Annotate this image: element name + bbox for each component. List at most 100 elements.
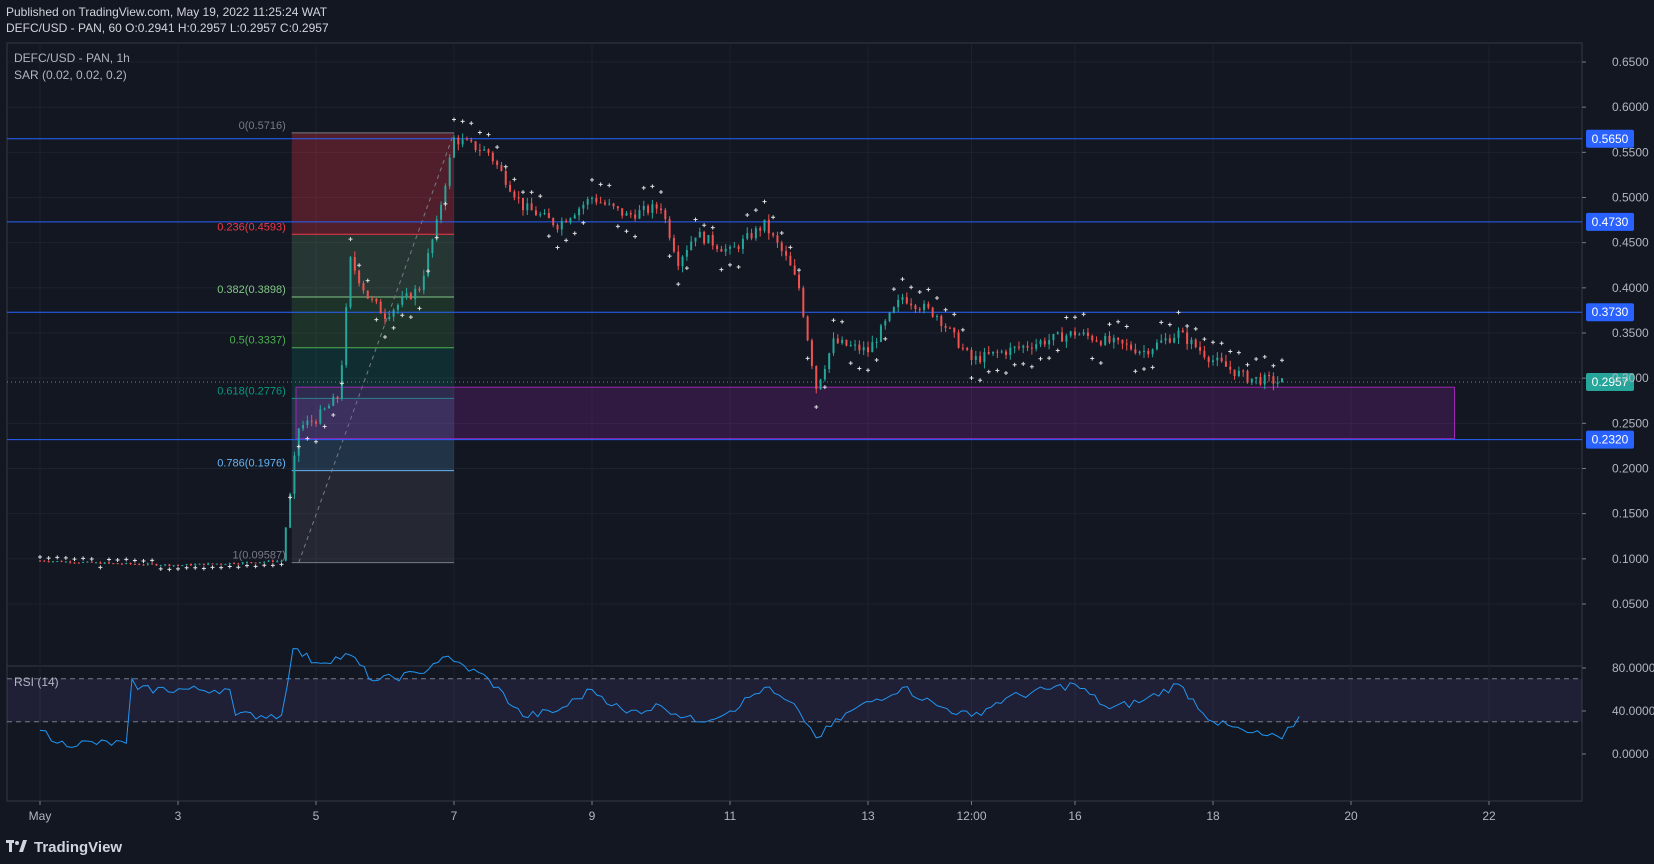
candle-body [966,347,969,350]
candle-body [565,220,568,223]
candle-body [961,347,964,349]
candle-body [914,305,917,310]
sar-dot [132,558,137,563]
candle-body [1043,340,1046,345]
price-tick-label: 0.6500 [1612,55,1649,69]
candle-body [509,184,512,192]
price-tick-label: 0.3500 [1612,326,1649,340]
rsi-band-fill [7,678,1582,722]
sar-dot [917,289,922,294]
candle-body [539,214,542,216]
candle-body [1155,342,1158,350]
candle-body [82,562,85,564]
sar-dot [288,495,293,500]
candle-body [552,218,555,226]
candle-body [405,293,408,298]
sar-dot [771,215,776,220]
candle-body [142,564,145,566]
candle-body [138,564,141,566]
sar-dot [314,439,318,444]
candle-body [1220,357,1223,362]
candle-body [496,161,499,166]
sar-dot [1038,356,1043,361]
candle-body [1095,340,1098,342]
candle-body [599,202,602,204]
candle-body [534,210,537,216]
candle-body [103,562,106,564]
candle-body [1134,349,1137,354]
sar-dot [512,177,517,182]
sar-dot [426,269,431,274]
candle-body [983,352,986,363]
candle-body [1216,357,1219,361]
candle-body [155,564,158,566]
candle-body [1246,370,1249,383]
candle-body [120,563,123,565]
fib-level-label: 0.618(0.2776) [217,385,286,397]
sar-dot [840,319,845,324]
time-tick-label: May [29,809,52,823]
candle-body [1026,345,1029,348]
sar-dot [762,199,767,204]
sar-dot [1262,354,1267,359]
candle-body [573,215,576,219]
candle-body [681,256,684,267]
candle-body [634,214,637,219]
candle-body [60,561,63,563]
candle-body [366,290,369,299]
sar-dot [72,557,77,562]
candle-body [267,560,270,562]
time-tick-label: 3 [175,809,182,823]
sar-dot [1073,315,1077,320]
candle-body [435,219,438,240]
fib-zone [291,234,454,298]
candle-body [181,565,184,567]
candle-body [793,265,796,275]
candle-body [651,204,654,213]
candle-body [1052,333,1055,341]
candle-body [1065,335,1068,342]
candle-body [1099,341,1102,345]
candle-body [815,365,818,389]
candle-body [69,561,72,563]
candle-body [1086,332,1089,336]
candle-body [759,228,762,231]
candle-body [112,563,115,565]
candle-body [1242,370,1245,372]
candle-body [1030,347,1033,349]
candle-body [798,274,800,289]
candle-body [1272,376,1275,384]
candle-body [1259,377,1262,385]
sar-dot [1081,312,1086,317]
candle-body [258,562,261,564]
candle-body [879,325,882,342]
candle-body [246,562,248,564]
last-price-tag [1586,373,1634,392]
sar-dot [46,556,51,561]
candle-body [73,562,76,564]
candle-body [146,563,149,565]
sar-dot [452,117,456,122]
sar-dot [81,556,86,561]
price-tick-label: 0.4500 [1612,236,1649,250]
candle-body [457,137,460,145]
fib-zone [291,297,454,348]
time-tick-label: 9 [589,809,596,823]
candle-body [250,562,253,564]
candle-body [655,204,658,209]
candle-body [444,185,447,205]
candle-body [1263,374,1266,385]
candle-body [526,203,529,211]
candle-body [1121,339,1124,344]
sar-dot [1107,322,1112,327]
candle-body [1164,338,1167,341]
candle-body [77,562,80,564]
candle-body [431,239,434,254]
candle-body [1017,346,1020,348]
candle-body [936,316,938,318]
candle-body [828,353,831,370]
candle-body [1035,344,1038,349]
sar-dot [546,234,551,239]
brand-name: TradingView [34,838,123,856]
